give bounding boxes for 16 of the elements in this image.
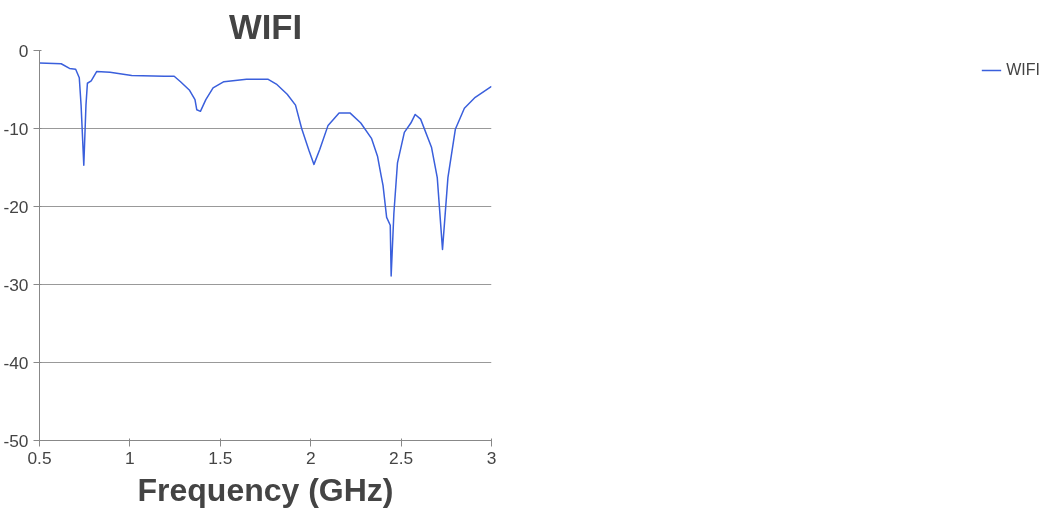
y-tick-label: -30 <box>3 274 29 295</box>
x-tick-label: 3 <box>486 447 497 468</box>
line-series <box>39 62 492 277</box>
x-axis-title: Frequency (GHz) <box>137 471 394 508</box>
chart-title: WIFI <box>228 7 303 46</box>
x-tick-label: 1 <box>125 447 135 468</box>
y-tick-label: -50 <box>3 430 29 451</box>
x-tick-label: 2.5 <box>389 447 414 468</box>
y-tick-label: -40 <box>3 352 29 373</box>
y-tick-label: -10 <box>3 118 29 139</box>
y-tick-label: -20 <box>3 196 29 217</box>
x-tick-label: 2 <box>305 447 316 468</box>
x-tick-label: 0.5 <box>27 447 52 468</box>
x-tick-label: 1.5 <box>208 447 233 468</box>
y-tick-label: 0 <box>18 40 29 61</box>
legend-label: WIFI <box>1006 61 1040 79</box>
